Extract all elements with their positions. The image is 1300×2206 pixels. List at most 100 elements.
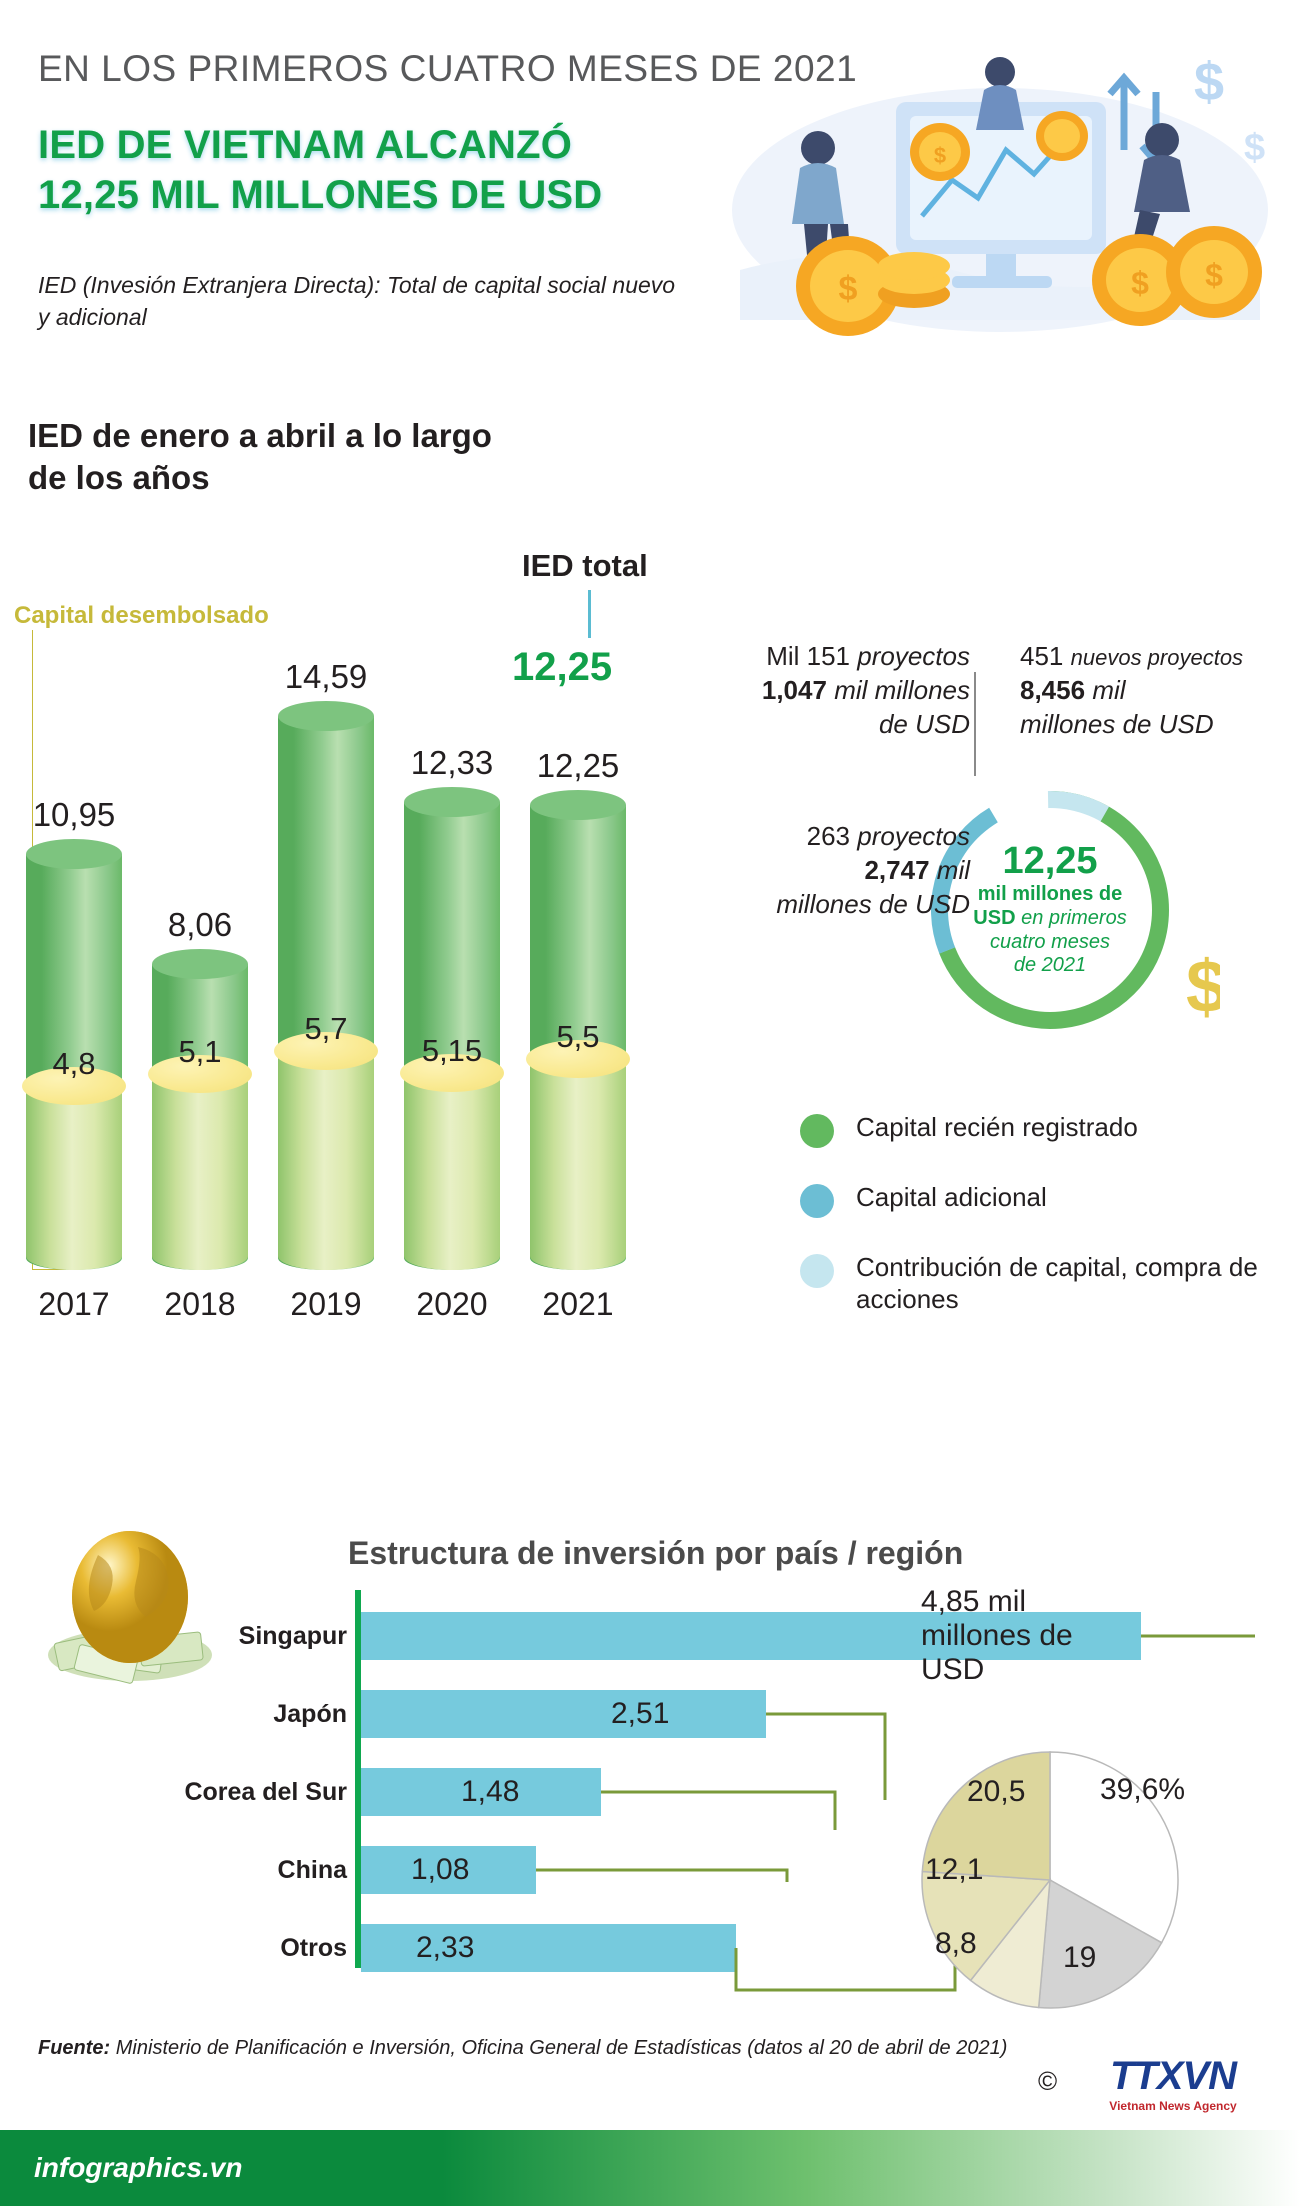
label-c-currency: millones de USD xyxy=(776,888,970,919)
country-bar: Corea del Sur 1,48 xyxy=(184,1768,601,1816)
svg-text:$: $ xyxy=(1194,52,1224,112)
label-b-projects-count: 451 xyxy=(1020,641,1064,671)
pie-slice-japon xyxy=(921,1751,1051,1881)
section-1-title: IED de enero a abril a lo largo de los a… xyxy=(28,415,492,499)
country-bar-label: Corea del Sur xyxy=(184,1777,347,1806)
section-2-title: Estructura de inversión por país / regió… xyxy=(348,1535,964,1571)
bar-cylinder xyxy=(26,839,122,1270)
label-c-projects-count: 263 xyxy=(806,821,851,851)
subtitle-note: IED (Invesión Extranjera Directa): Total… xyxy=(38,272,676,330)
svg-text:$: $ xyxy=(1205,257,1223,293)
bar-cylinder-base xyxy=(26,1086,122,1270)
disbursed-capital-disc xyxy=(148,1055,252,1093)
kicker-text: EN LOS PRIMEROS CUATRO MESES DE 2021 xyxy=(38,48,858,89)
globe-money-icon xyxy=(48,1531,212,1684)
country-bar: China 1,08 xyxy=(278,1846,536,1894)
country-bar-value: 2,33 xyxy=(416,1931,475,1964)
total-fdi-label: IED total xyxy=(522,548,648,583)
donut-label-new-capital: 451 nuevos proyectos 8,456 mil millones … xyxy=(1020,640,1300,741)
bar-cylinder-base xyxy=(404,1073,500,1270)
country-bar-label: Singapur xyxy=(238,1621,347,1650)
disbursed-capital-disc xyxy=(22,1067,126,1105)
footer-bar xyxy=(0,2130,1300,2206)
fdi-by-year-bar-chart: 10,95 4,8 2017 8,06 5,1 2018 14,59 5,7 2019 12,33… xyxy=(0,540,700,1360)
label-b-amount: 8,456 xyxy=(1020,674,1086,705)
svg-text:$: $ xyxy=(1131,265,1149,301)
country-bar-value: 4,85 mil millones de USD xyxy=(921,1585,1073,1686)
country-bar-value: 1,48 xyxy=(461,1775,520,1808)
bar-year-label: 2018 xyxy=(164,1286,236,1322)
country-bar-label: China xyxy=(277,1855,347,1884)
disbursed-capital-disc xyxy=(274,1032,378,1070)
footer-website[interactable]: infographics.vn xyxy=(34,2152,243,2183)
bar-total-value: 10,95 xyxy=(32,796,116,833)
copyright-symbol: © xyxy=(1038,2066,1058,2096)
legend-item: Contribución de capital, compra de accio… xyxy=(800,1252,1300,1315)
bar-cylinder-top xyxy=(278,701,374,731)
disbursed-capital-value: 5,1 xyxy=(178,1034,222,1069)
pie-slice-corea xyxy=(921,1870,1052,1982)
label-c-amount-unit: mil xyxy=(936,854,970,885)
disbursed-capital-value: 4,8 xyxy=(52,1046,96,1081)
bar-total-value: 12,25 xyxy=(536,747,620,784)
disbursed-capital-legend: Capital desembolsado xyxy=(14,602,269,629)
country-bar: Singapur 4,85 mil millones de USD xyxy=(239,1585,1141,1686)
disbursed-capital-disc xyxy=(526,1040,630,1078)
country-bar: Japón 2,51 xyxy=(273,1690,766,1738)
bar-cylinder xyxy=(404,787,500,1270)
bar-column: 10,95 4,8 2017 xyxy=(22,796,126,1322)
donut-center-line-1: mil millones de xyxy=(977,883,1123,906)
bar-column: 14,59 5,7 2019 xyxy=(274,658,378,1322)
pie-percentage-label: 39,6% xyxy=(1100,1773,1186,1806)
legend-item: Capital recién registrado xyxy=(800,1112,1300,1148)
bar-column: 12,25 5,5 2021 xyxy=(526,747,630,1322)
total-fdi-value: 12,25 xyxy=(512,645,613,689)
horizontal-chart-axis xyxy=(355,1590,361,1968)
legend-item: Capital adicional xyxy=(800,1182,1300,1218)
svg-text:$: $ xyxy=(1244,127,1265,169)
pie-percentage-label: 8,8 xyxy=(935,1927,977,1960)
country-structure-pie-chart xyxy=(921,1751,1179,2009)
label-b-amount-unit: mil xyxy=(1092,674,1126,705)
donut-center-line-5: de 2021 xyxy=(1013,954,1087,977)
agency-logo: TTXVN xyxy=(1078,2048,1268,2104)
donut-center-value: 12,25 xyxy=(1002,840,1098,883)
bar-column: 12,33 5,15 2020 xyxy=(400,744,504,1322)
disbursed-capital-disc xyxy=(400,1054,504,1092)
svg-text:$: $ xyxy=(839,270,858,308)
source-text: Ministerio de Planificación e Inversión,… xyxy=(110,2037,1008,2059)
bar-column: 8,06 5,1 2018 xyxy=(148,906,252,1322)
legend-label: Contribución de capital, compra de accio… xyxy=(856,1252,1258,1314)
label-c-amount: 2,747 xyxy=(864,854,930,885)
pie-slice-otros xyxy=(1037,1878,1163,2009)
dollar-sign-icon: $ xyxy=(1186,945,1220,1028)
legend-label: Capital adicional xyxy=(856,1182,1047,1212)
label-b-projects-word: nuevos proyectos xyxy=(1070,645,1244,670)
donut-center-line-3: en primeros xyxy=(1021,906,1127,929)
label-a-projects-word: proyectos xyxy=(857,641,970,671)
bar-cylinder-base xyxy=(152,1074,248,1270)
label-a-currency: de USD xyxy=(878,708,970,739)
disbursed-capital-value: 5,15 xyxy=(421,1033,483,1068)
hero-illustration: $ $ $ $ $ $ xyxy=(732,52,1268,336)
legend-color-swatch xyxy=(800,1114,834,1148)
pie-percentage-label: 20,5 xyxy=(967,1775,1026,1808)
source-label: Fuente: xyxy=(38,2037,111,2059)
section-1-title-line-2: de los años xyxy=(28,459,210,497)
donut-center-line-4: cuatro meses xyxy=(989,930,1111,953)
donut-label-additional-capital: 263 proyectos 2,747 mil millones de USD xyxy=(690,820,970,921)
country-bar-label: Japón xyxy=(273,1699,347,1728)
label-c-projects-word: proyectos xyxy=(857,821,970,851)
bar-cylinder xyxy=(530,790,626,1270)
bar-cylinder-base xyxy=(530,1059,626,1270)
source-note: Fuente: Ministerio de Planificación e In… xyxy=(38,2035,1218,2062)
bar-year-label: 2020 xyxy=(416,1286,488,1322)
donut-center-caption: mil millones de USD en primeros cuatro m… xyxy=(973,883,1126,977)
pie-percentage-label: 12,1 xyxy=(925,1853,984,1886)
bar-cylinder-top xyxy=(152,949,248,979)
bar-cylinder-base xyxy=(278,1051,374,1270)
donut-leader-a xyxy=(974,672,976,776)
label-a-amount: 1,047 xyxy=(761,674,827,705)
label-b-currency: millones de USD xyxy=(1020,708,1214,739)
label-a-amount-unit: mil millones xyxy=(834,674,970,705)
